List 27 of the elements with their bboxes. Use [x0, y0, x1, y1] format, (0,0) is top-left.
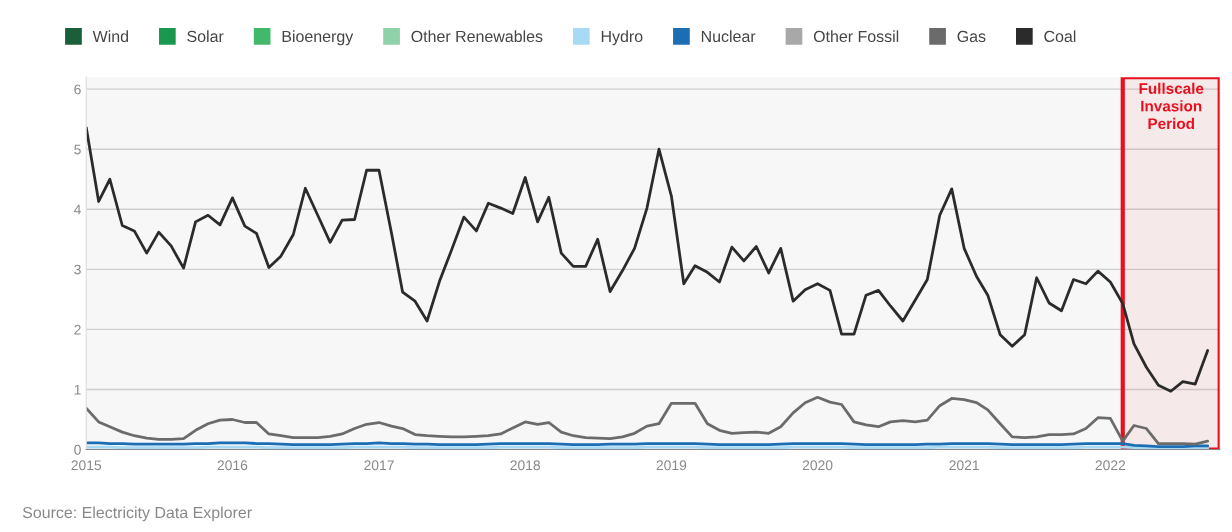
x-tick-label: 2017	[364, 460, 394, 471]
legend-label: Gas	[957, 30, 986, 43]
legend-label: Coal	[1044, 30, 1076, 43]
source-note: Source: Electricity Data Explorer	[22, 506, 252, 522]
legend-label: Other Fossil	[813, 30, 899, 43]
legend-label: Other Renewables	[411, 30, 543, 43]
y-tick-label: 4	[73, 204, 81, 215]
x-tick-label: 2015	[71, 460, 102, 471]
legend-label: Wind	[92, 30, 128, 43]
y-tick-label: 0	[74, 444, 81, 455]
band-label: Fullscale Invasion Period	[1139, 82, 1204, 130]
y-tick-label: 5	[74, 144, 81, 155]
legend-label: Nuclear	[701, 30, 756, 43]
x-tick-label: 2016	[217, 460, 248, 471]
y-tick-label: 2	[74, 324, 81, 335]
x-tick-label: 2022	[1095, 460, 1126, 471]
x-tick-label: 2020	[802, 460, 833, 471]
y-tick-label: 6	[74, 84, 81, 95]
x-tick-label: 2018	[510, 460, 541, 471]
legend-label: Solar	[187, 30, 224, 43]
legend-label: Hydro	[601, 30, 643, 46]
y-tick-label: 1	[74, 384, 81, 395]
x-tick-label: 2019	[656, 460, 687, 471]
x-tick-label: 2021	[949, 460, 979, 471]
line-series	[86, 395, 1210, 446]
y-tick-label: 3	[74, 264, 81, 275]
legend-label: Bioenergy	[282, 30, 354, 46]
